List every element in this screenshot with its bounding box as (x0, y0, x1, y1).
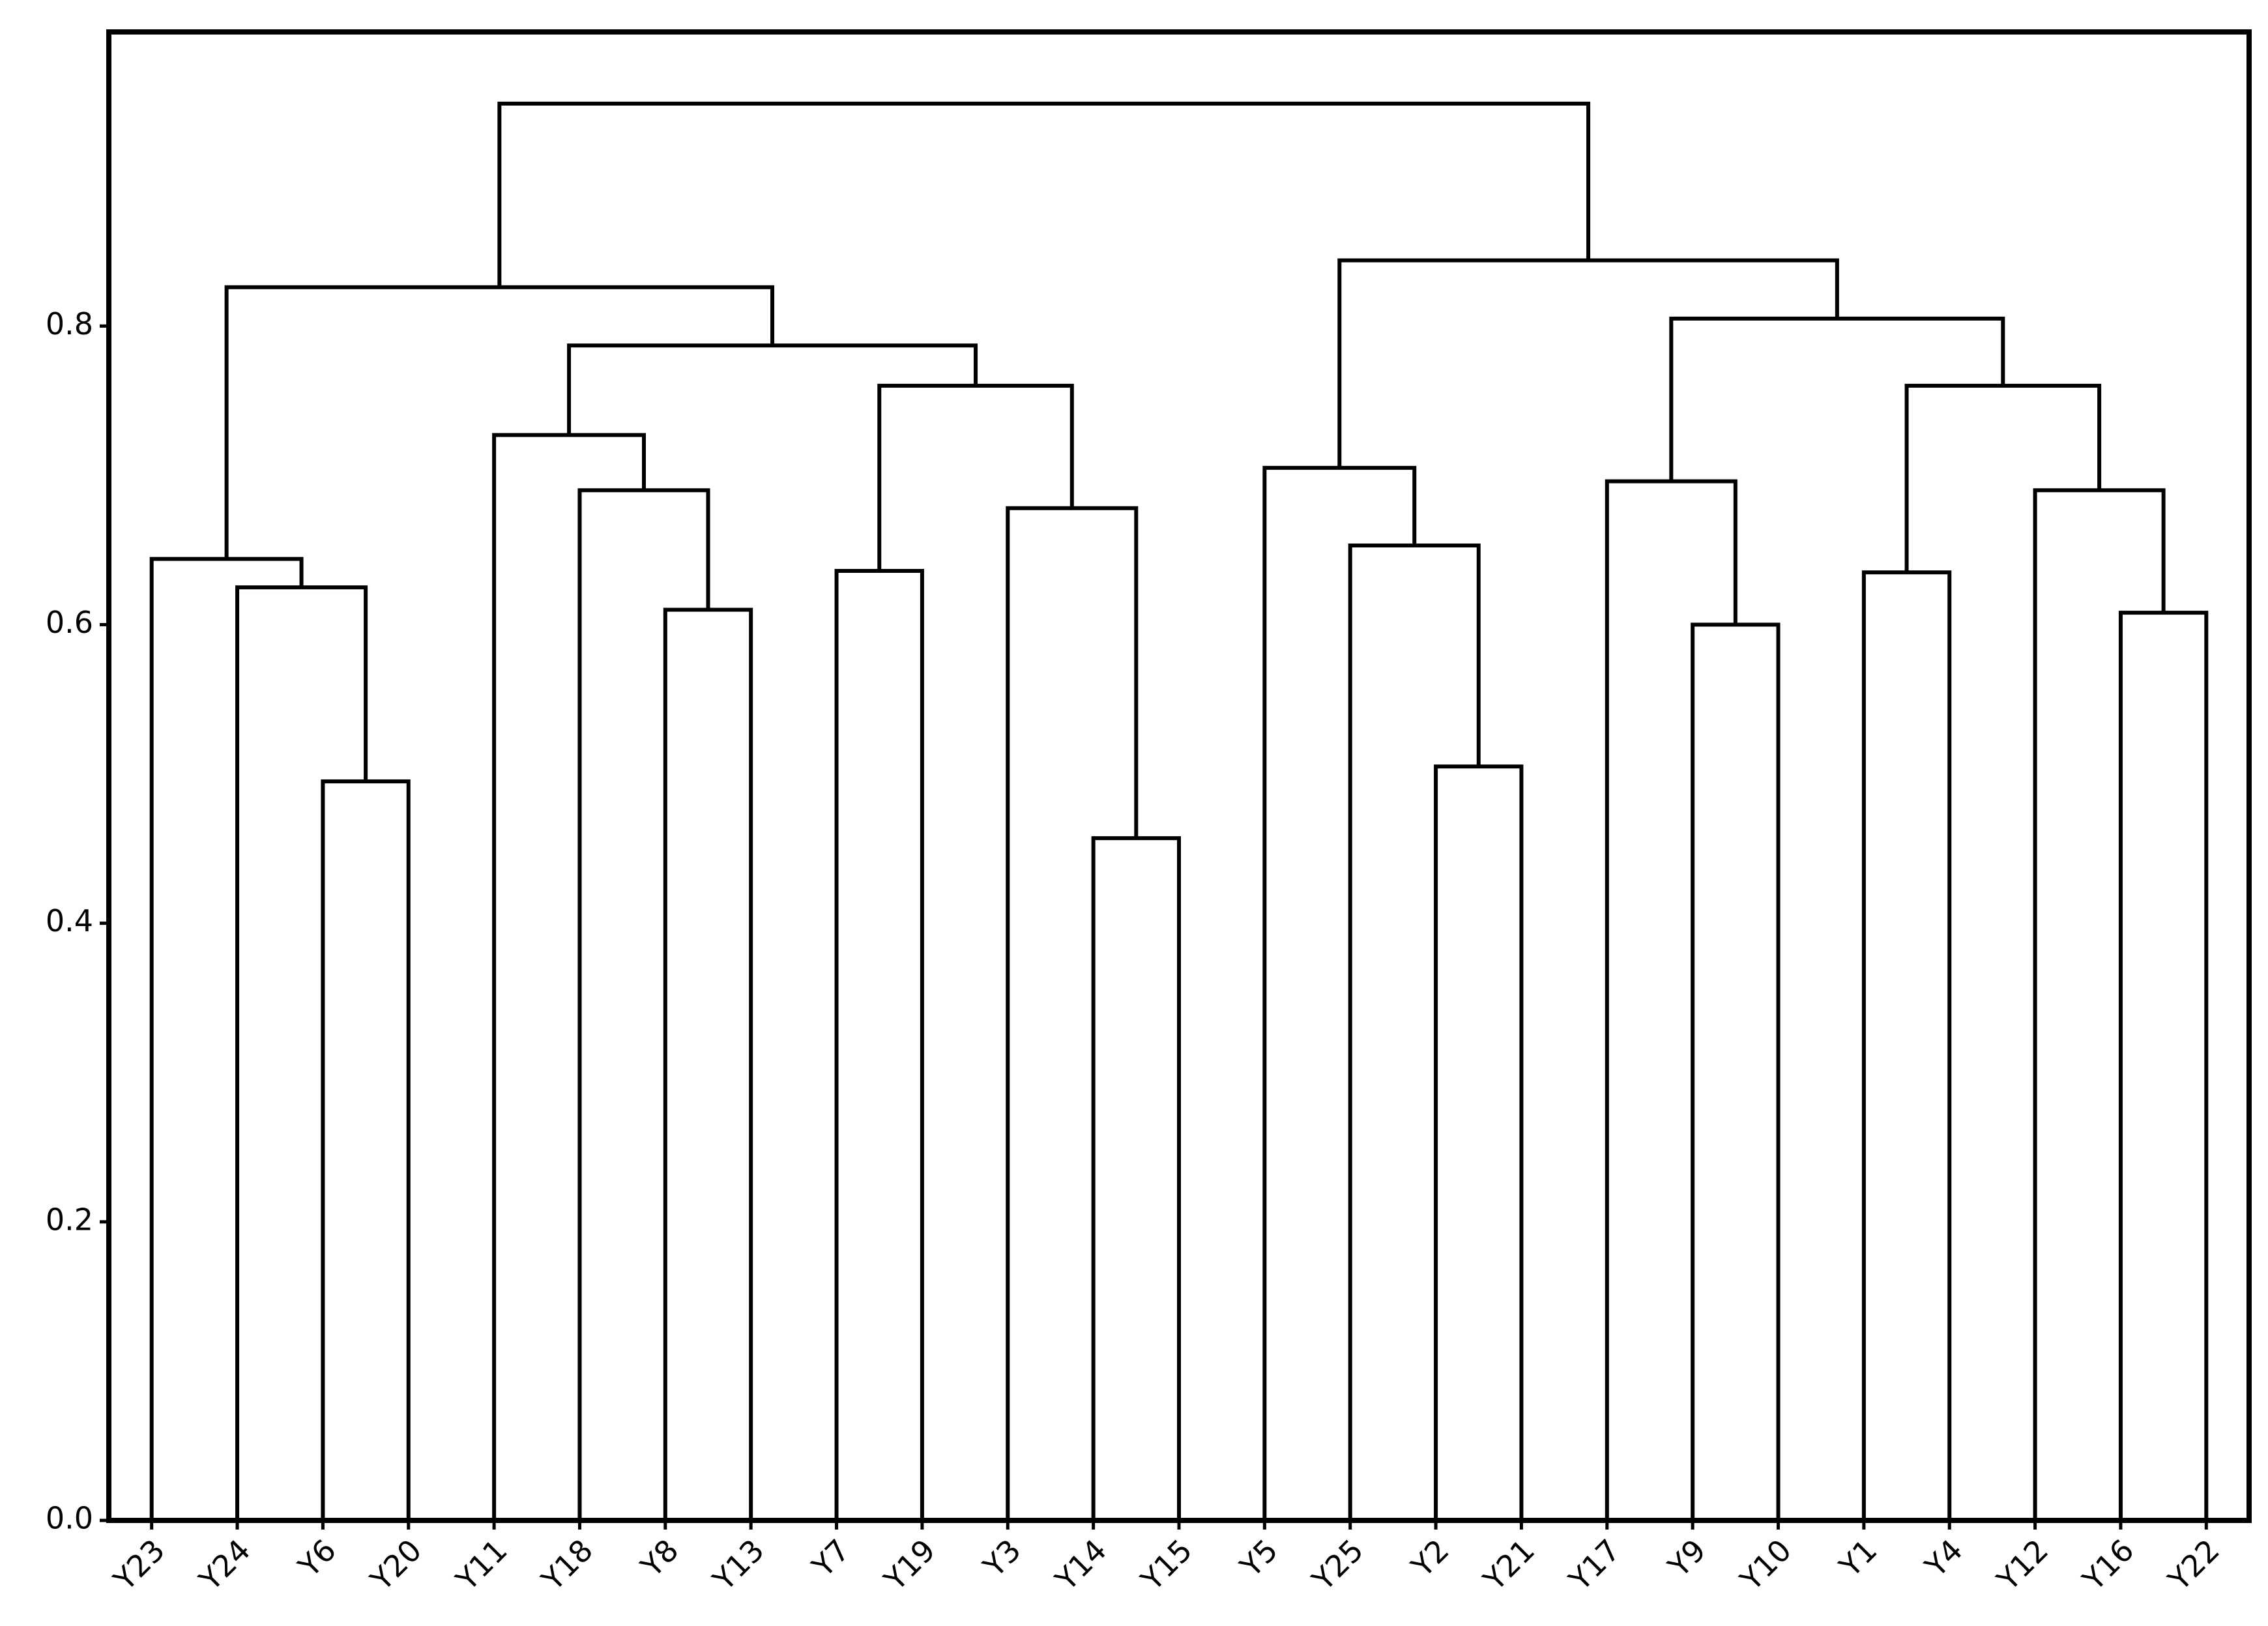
y-tick-label: 0.2 (46, 1202, 93, 1237)
dendrogram-link (1262, 465, 1417, 1520)
y-tick-label: 0.0 (46, 1501, 93, 1536)
dendrogram-link (235, 585, 368, 1520)
y-tick-label: 0.6 (46, 605, 93, 640)
dendrogram-link (497, 101, 1591, 287)
dendrogram-link (1904, 383, 2102, 573)
plot-frame (106, 29, 2252, 1523)
y-tick-label: 0.4 (46, 903, 93, 938)
dendrogram-link (2033, 488, 2166, 1520)
dendrogram-link (1669, 316, 2005, 482)
dendrogram-link (1861, 570, 1952, 1520)
dendrogram-link (877, 383, 1074, 572)
y-tick-label: 0.8 (46, 306, 93, 341)
dendrogram-link (1434, 764, 1524, 1520)
dendrogram-link (492, 433, 646, 1520)
dendrogram-link (321, 779, 411, 1520)
dendrogram-link (663, 607, 753, 1520)
dendrogram-link (577, 488, 710, 1520)
dendrogram-link (1605, 479, 1737, 1520)
dendrogram-link (1337, 258, 1839, 468)
